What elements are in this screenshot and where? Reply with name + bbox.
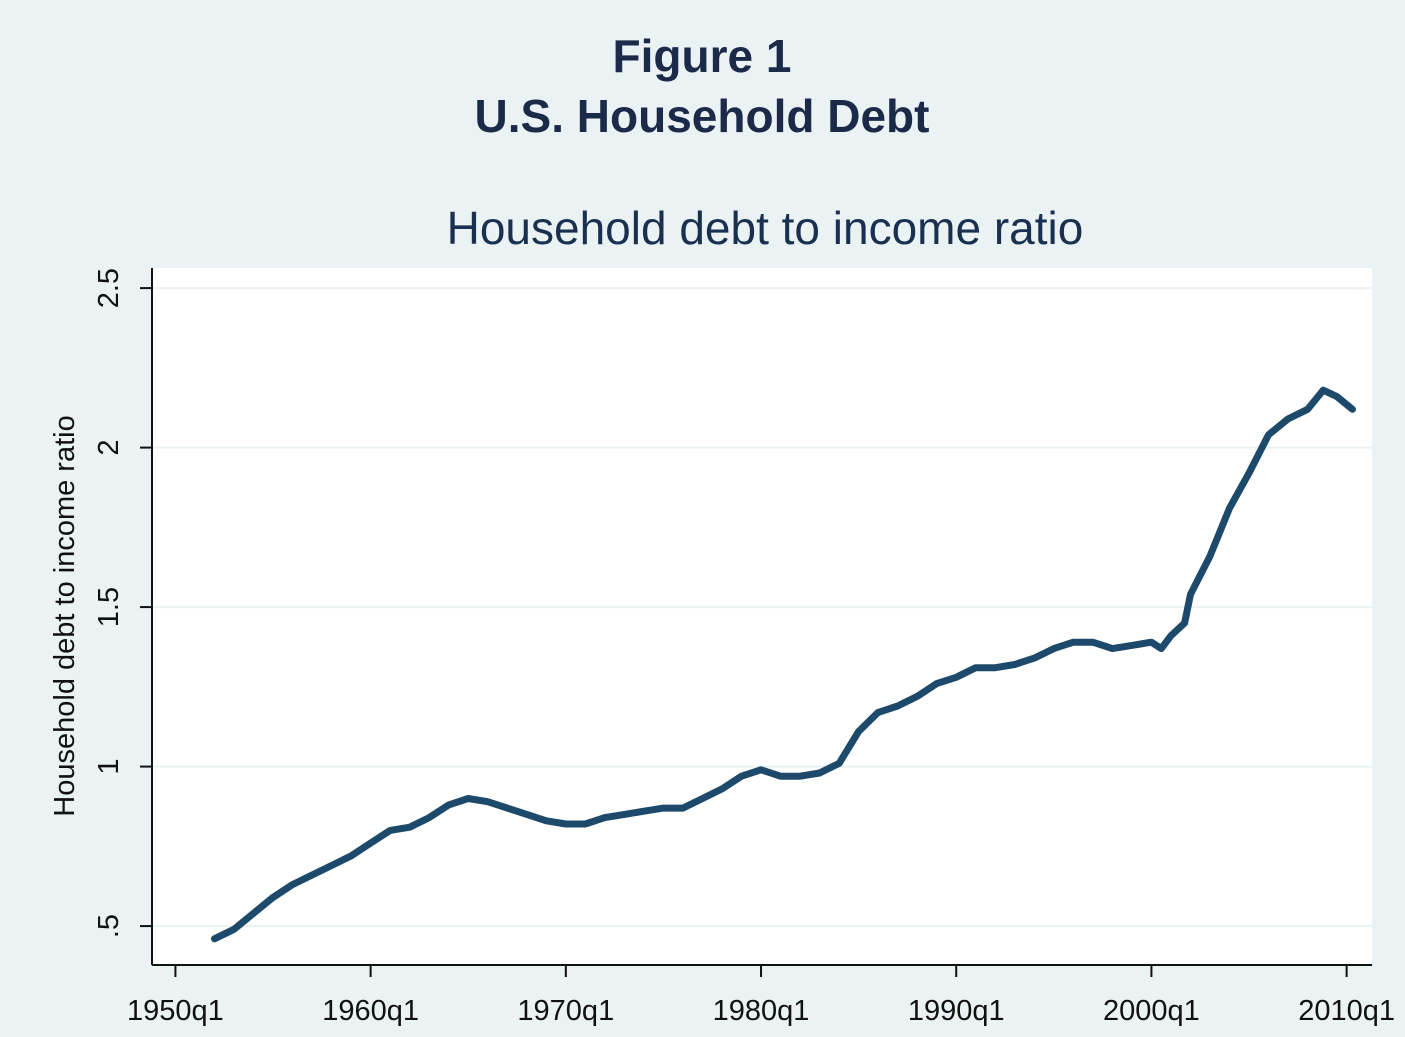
- plot-area: [152, 268, 1372, 965]
- y-tick-label: 1.5: [93, 587, 125, 627]
- x-tick-label: 1990q1: [908, 995, 1005, 1027]
- y-tick-label: .5: [93, 914, 125, 938]
- x-tick-label: 1980q1: [713, 995, 810, 1027]
- y-tick-label: 1: [93, 759, 125, 775]
- y-axis-label: Household debt to income ratio: [49, 415, 81, 816]
- chart-subtitle: Household debt to income ratio: [447, 202, 1084, 254]
- line: [211, 386, 1356, 943]
- x-tick-label: 1950q1: [127, 995, 224, 1027]
- x-tick-label: 2010q1: [1298, 995, 1395, 1027]
- x-tick-label: 1960q1: [322, 995, 419, 1027]
- chart-title: Figure 1: [613, 30, 792, 82]
- x-tick-label: 1970q1: [517, 995, 614, 1027]
- x-tick-label: 2000q1: [1103, 995, 1200, 1027]
- chart-title: U.S. Household Debt: [475, 90, 930, 142]
- y-tick-label: 2: [93, 440, 125, 456]
- y-tick-label: 2.5: [93, 268, 125, 308]
